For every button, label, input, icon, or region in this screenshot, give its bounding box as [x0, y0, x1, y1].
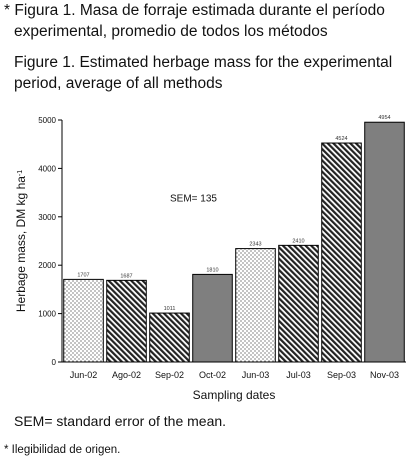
- y-tick-label: 1000: [38, 310, 56, 319]
- chart-labels: 1707 Jun-02 1687 Ago-02 1011 Sep-02 1810 Oct-02…: [14, 115, 399, 402]
- data-label: 4954: [378, 115, 390, 121]
- bar-nov-03: [364, 121, 405, 363]
- y-tick-label: 4000: [38, 164, 56, 173]
- y-tick-label: 5000: [38, 116, 56, 125]
- caption-spanish-line-1: * Figura 1. Masa de forraje estimada dur…: [4, 0, 404, 21]
- x-tick-label: Ago-02: [112, 370, 141, 380]
- data-label: 1687: [120, 273, 132, 279]
- bar-jul-03: [278, 244, 319, 363]
- caption-spanish-text-1: Figura 1. Masa de forraje estimada duran…: [14, 2, 385, 19]
- x-tick-label: Jun-03: [242, 370, 270, 380]
- x-tick-label: Jun-02: [70, 370, 98, 380]
- bar-ago-02: [106, 279, 147, 363]
- bar-jun-02: [63, 278, 104, 363]
- data-label: 2410: [292, 238, 304, 244]
- x-axis-title: Sampling dates: [193, 388, 276, 402]
- bar-sep-03: [321, 142, 362, 363]
- caption-marker: *: [4, 2, 11, 19]
- data-label: 4524: [335, 136, 347, 142]
- caption-spanish-line-2: experimental, promedio de todos los méto…: [14, 23, 328, 40]
- data-label: 1707: [77, 272, 89, 278]
- y-tick-label: 2000: [38, 261, 56, 270]
- y-axis-title-superscript: -1: [17, 170, 24, 176]
- data-label: 2343: [249, 242, 261, 248]
- bar-oct-02: [192, 273, 233, 363]
- x-tick-label: Sep-03: [327, 370, 356, 380]
- herbage-mass-chart: 0 1000 2000 3000 4000 5000 1707 Jun-02 1687 Ago-…: [14, 115, 406, 402]
- footnote: * Ilegibilidad de origen.: [4, 444, 121, 456]
- y-tick-label: 0: [52, 358, 57, 367]
- x-tick-label: Sep-02: [155, 370, 184, 380]
- caption-english-line-2: period, average of all methods: [14, 75, 223, 92]
- caption-english-line-1: Figure 1. Estimated herbage mass for the…: [14, 54, 393, 71]
- x-tick-label: Oct-02: [199, 370, 226, 380]
- caption-english: Figure 1. Estimated herbage mass for the…: [14, 52, 404, 94]
- data-label: 1011: [164, 306, 176, 312]
- bar-sep-02: [149, 312, 190, 363]
- x-tick-label: Nov-03: [370, 370, 399, 380]
- bar-jun-03: [235, 248, 276, 363]
- sem-annotation: SEM= 135: [170, 193, 217, 204]
- sem-definition: SEM= standard error of the mean.: [14, 413, 227, 429]
- data-label: 1810: [206, 267, 218, 273]
- y-axis-title: Herbage mass, DM kg ha-1: [14, 170, 28, 312]
- chart-bars: [63, 121, 405, 363]
- x-tick-label: Jul-03: [286, 370, 311, 380]
- y-tick-label: 3000: [38, 213, 56, 222]
- caption-spanish: * Figura 1. Masa de forraje estimada dur…: [4, 0, 404, 42]
